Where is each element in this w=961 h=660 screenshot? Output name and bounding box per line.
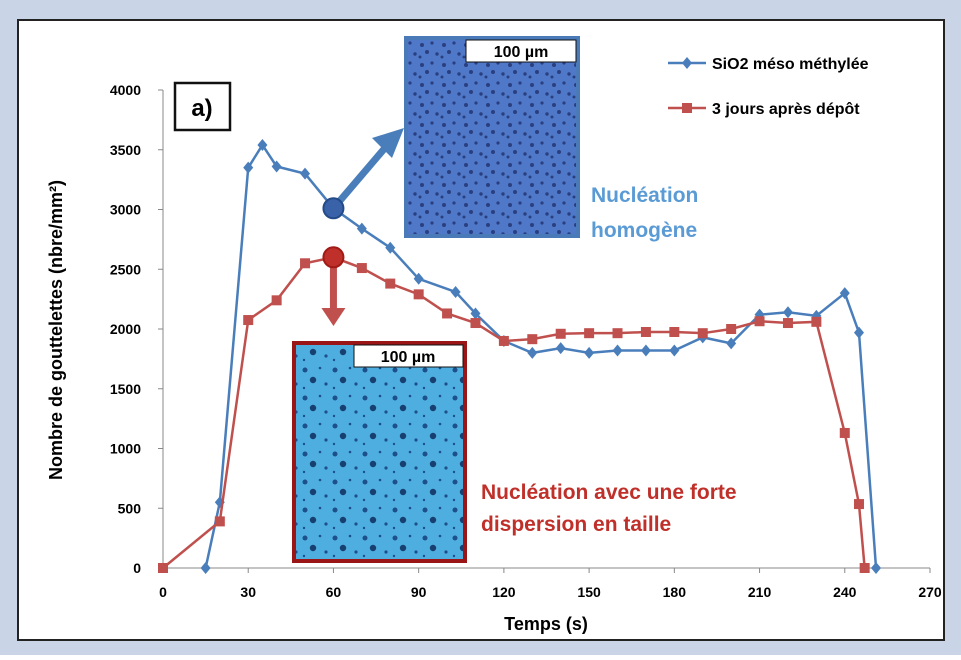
point (555, 328, 566, 339)
point (839, 427, 850, 438)
scale-bar-box (353, 344, 464, 368)
point (584, 346, 595, 359)
micrograph (404, 36, 580, 238)
point (498, 335, 509, 346)
point (356, 263, 367, 274)
x-tick-label: 180 (663, 584, 687, 600)
x-tick-label: 150 (577, 584, 601, 600)
y-tick-label: 3000 (110, 202, 141, 218)
legend-marker (682, 57, 692, 69)
point (640, 326, 651, 337)
point (243, 161, 254, 174)
point (158, 563, 168, 573)
annotation: Nucléation (591, 184, 698, 207)
point (527, 334, 538, 345)
point (271, 160, 282, 173)
point (450, 285, 461, 298)
y-tick-label: 4000 (110, 82, 141, 98)
point (300, 167, 311, 180)
x-tick-label: 0 (159, 584, 167, 600)
micrograph (292, 341, 467, 563)
y-tick-label: 2500 (110, 261, 141, 277)
point (584, 328, 595, 339)
point (527, 346, 538, 359)
point (612, 328, 623, 339)
x-tick-label: 240 (833, 584, 857, 600)
point (669, 344, 680, 357)
highlight-point (322, 246, 345, 269)
point (853, 499, 864, 510)
point (470, 318, 481, 329)
panel-label: a) (191, 95, 212, 122)
point (470, 307, 481, 320)
x-tick-label: 270 (918, 584, 942, 600)
point (853, 326, 864, 339)
point (640, 344, 651, 357)
point (612, 344, 623, 357)
point (385, 278, 396, 289)
x-axis-label: Temps (s) (504, 614, 588, 634)
y-tick-label: 0 (133, 560, 141, 576)
point (726, 324, 737, 334)
point (839, 287, 850, 300)
x-tick-label: 60 (326, 584, 342, 600)
y-tick-label: 1500 (110, 381, 141, 397)
point (243, 315, 254, 326)
arrow (330, 139, 393, 211)
annotation: Nucléation avec une forte (481, 481, 737, 504)
point (271, 295, 282, 306)
arrow-head (321, 308, 346, 326)
legend-label: 3 jours après dépôt (712, 101, 860, 118)
scale-bar-label: 100 µm (381, 349, 436, 366)
annotation: homogène (591, 219, 697, 242)
point (200, 562, 211, 574)
y-tick-label: 2000 (110, 321, 141, 337)
point (811, 316, 822, 327)
point (413, 272, 424, 285)
point (859, 563, 870, 573)
point (300, 258, 311, 269)
y-axis-label: Nombre de gouttelettes (nbre/mm²) (46, 180, 66, 480)
point (669, 326, 680, 337)
point (871, 562, 882, 574)
point (257, 138, 268, 151)
scale-bar-box (465, 39, 577, 63)
y-tick-label: 1000 (110, 441, 141, 457)
legend-label: SiO2 méso méthylée (712, 56, 869, 73)
point (413, 289, 424, 300)
point (782, 306, 793, 319)
x-tick-label: 30 (240, 584, 256, 600)
point (442, 308, 453, 319)
point (697, 328, 708, 339)
point (555, 342, 566, 355)
x-tick-label: 120 (492, 584, 516, 600)
highlight-point (322, 197, 345, 220)
point (385, 241, 396, 254)
x-tick-label: 210 (748, 584, 772, 600)
y-tick-label: 500 (118, 500, 142, 516)
legend-marker (682, 103, 692, 113)
point (754, 316, 765, 327)
y-tick-label: 3500 (110, 142, 141, 158)
x-tick-label: 90 (411, 584, 427, 600)
arrow-head (372, 128, 404, 158)
point (782, 318, 793, 329)
point (726, 337, 737, 350)
scale-bar-label: 100 µm (494, 44, 549, 61)
annotation: dispersion en taille (481, 513, 671, 536)
panel-label-box (173, 81, 232, 132)
point (214, 516, 225, 527)
point (356, 222, 367, 235)
